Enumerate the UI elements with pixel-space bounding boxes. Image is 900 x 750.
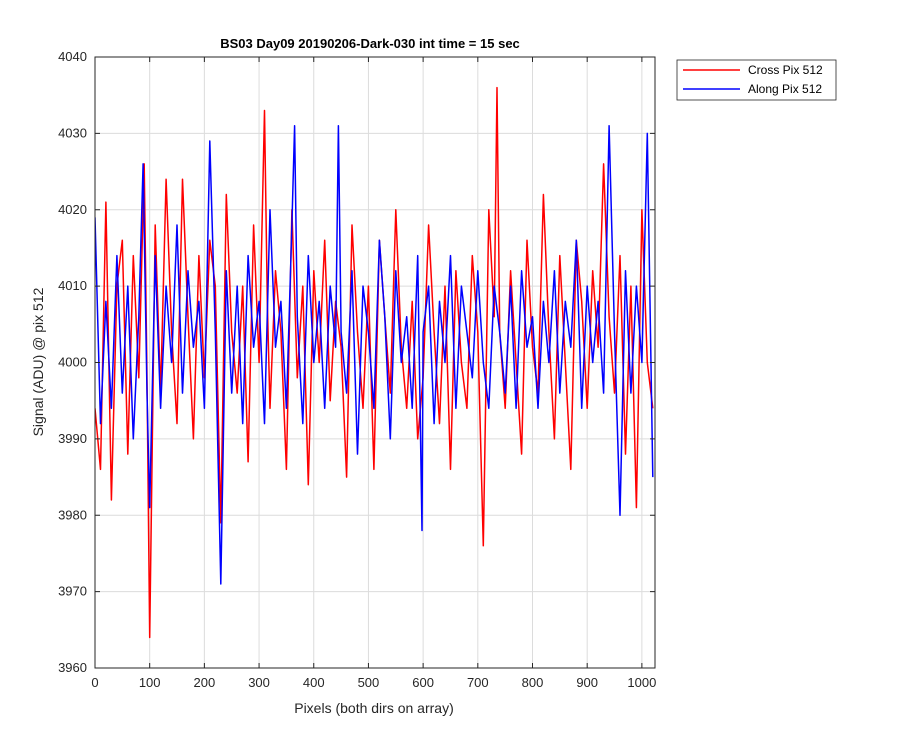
y-tick-label: 4020 — [58, 202, 87, 217]
y-tick-label: 3990 — [58, 431, 87, 446]
y-tick-label: 4000 — [58, 355, 87, 370]
series-line-along-pix — [95, 124, 654, 585]
series-lines — [95, 86, 654, 639]
y-tick-label: 3960 — [58, 660, 87, 675]
legend: Cross Pix 512 Along Pix 512 — [676, 59, 837, 101]
x-tick-label: 200 — [194, 675, 216, 690]
y-tick-label: 4010 — [58, 278, 87, 293]
x-tick-label: 1000 — [627, 675, 656, 690]
y-tick-label: 4040 — [58, 49, 87, 64]
y-tick-label: 4030 — [58, 125, 87, 140]
tick-labels: 0 100 200 300 400 500 600 700 800 900 1000 3960 3970… — [58, 49, 656, 690]
x-tick-label: 800 — [522, 675, 544, 690]
x-tick-label: 400 — [303, 675, 325, 690]
x-tick-label: 500 — [358, 675, 380, 690]
y-tick-label: 3980 — [58, 507, 87, 522]
x-tick-label: 100 — [139, 675, 161, 690]
y-axis-label: Signal (ADU) @ pix 512 — [30, 287, 46, 436]
axes — [94, 56, 656, 669]
y-tick-label: 3970 — [58, 584, 87, 599]
legend-label-cross: Cross Pix 512 — [748, 63, 823, 77]
legend-label-along: Along Pix 512 — [748, 82, 822, 96]
legend-box — [676, 59, 837, 101]
x-tick-label: 600 — [412, 675, 434, 690]
x-tick-label: 300 — [248, 675, 270, 690]
x-tick-label: 0 — [91, 675, 98, 690]
chart-title: BS03 Day09 20190206-Dark-030 int time = … — [220, 36, 520, 51]
axes-box — [94, 56, 656, 669]
x-tick-label: 700 — [467, 675, 489, 690]
x-tick-label: 900 — [576, 675, 598, 690]
x-axis-label: Pixels (both dirs on array) — [294, 700, 454, 716]
